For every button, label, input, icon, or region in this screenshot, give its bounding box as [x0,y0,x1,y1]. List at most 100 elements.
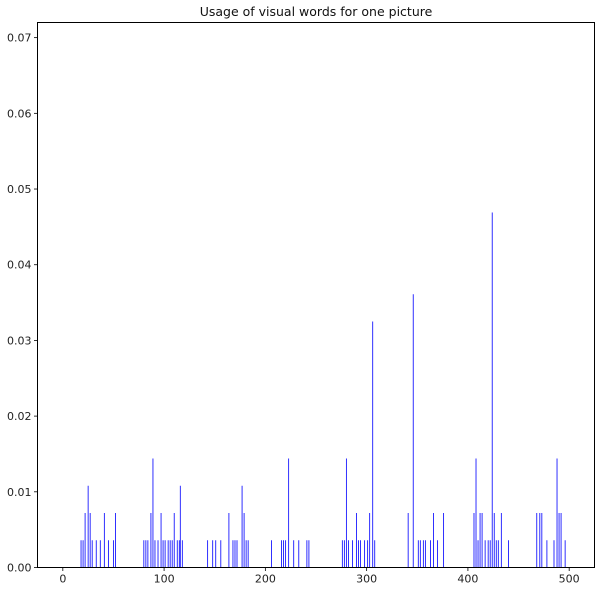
y-tick-label: 0.03 [7,334,32,347]
bar [558,513,560,568]
bar [298,540,300,568]
y-tick-label: 0.06 [7,107,32,120]
bar [479,513,481,568]
bar [283,540,284,568]
bar [232,540,234,568]
bar [553,540,555,568]
y-tick-label: 0.07 [7,32,32,45]
bar [89,513,91,568]
bar [115,513,116,568]
bar [234,540,236,568]
bar [80,540,82,568]
bar [241,485,243,568]
y-tick-label: 0.01 [7,486,32,499]
bar [374,540,376,568]
bar [288,458,290,568]
bar [178,540,180,568]
x-tick-label: 200 [255,573,276,586]
bar [487,540,489,568]
bar [107,540,109,568]
bar [348,540,349,568]
bar [372,321,374,568]
bar [243,513,245,568]
bar [491,212,493,568]
bar [345,458,347,568]
y-axis-ticks: 0.00 0.01 0.02 0.03 0.04 0.05 0.06 0.07 [7,32,38,575]
bar [173,513,175,568]
y-tick-label: 0.05 [7,183,32,196]
bar [539,513,541,568]
bar [84,513,86,568]
bar [220,540,222,568]
bar [475,458,477,568]
bar [495,540,497,568]
bars-group [80,212,566,568]
bar [164,540,166,568]
bar [95,540,97,568]
bar [91,540,93,568]
bar [412,294,414,568]
bar [477,540,479,568]
bar [536,513,538,568]
bar [215,540,217,568]
bar [500,513,502,568]
bar [508,540,509,568]
bar [103,513,105,568]
bar [293,540,295,568]
bar [247,540,249,568]
bar [360,540,361,568]
bar [433,513,434,568]
bar [306,540,308,568]
bar [407,513,409,568]
bar [473,513,475,568]
bar [364,540,366,568]
plot-frame [37,22,595,568]
bar [358,540,359,568]
x-axis-ticks: 0 100 200 300 400 500 [59,567,580,586]
bar [417,540,419,568]
bar [422,540,424,568]
bar [308,540,310,568]
bar [497,540,499,568]
bar [176,540,178,568]
bar [169,540,171,568]
x-tick-label: 500 [559,573,580,586]
bar [367,540,369,568]
y-tick-label: 0.02 [7,410,32,423]
bar [352,540,353,568]
x-tick-label: 100 [154,573,175,586]
bar [489,540,491,568]
bar [207,540,209,568]
bar [145,540,147,568]
bar [419,540,421,568]
bar [369,513,371,568]
bar [341,540,343,568]
bar [560,513,562,568]
bar [443,513,445,568]
bar [430,540,431,568]
bar [152,458,154,568]
bar [281,540,282,568]
bar [228,513,230,568]
bar [546,540,548,568]
bar [564,540,566,568]
bar [154,540,156,568]
x-tick-label: 400 [457,573,478,586]
bar [437,540,438,568]
bar [143,540,145,568]
bar [236,540,238,568]
bar [160,513,162,568]
bar [150,513,152,568]
bar [167,540,169,568]
bar [157,540,159,568]
y-tick-label: 0.00 [7,562,32,575]
bar [356,513,357,568]
y-tick-label: 0.04 [7,259,32,272]
bar [179,485,181,568]
bar [424,540,426,568]
bar [181,540,183,568]
bar [82,540,84,568]
bar [171,540,173,568]
bar [271,540,272,568]
